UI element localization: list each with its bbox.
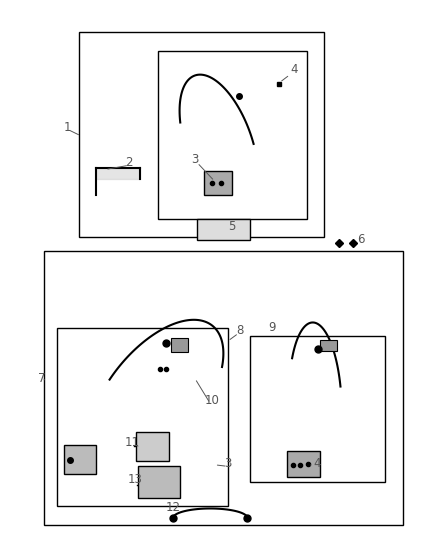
Bar — [197, 219, 250, 240]
Text: 3: 3 — [191, 154, 198, 166]
Text: 12: 12 — [166, 501, 180, 514]
Text: 4: 4 — [314, 457, 321, 470]
Bar — [320, 340, 337, 351]
Bar — [136, 432, 169, 461]
Text: 3: 3 — [224, 457, 231, 470]
Text: 2: 2 — [125, 156, 133, 169]
Bar — [287, 451, 320, 477]
Bar — [57, 328, 228, 506]
Text: 6: 6 — [357, 233, 365, 246]
Text: 11: 11 — [125, 436, 140, 449]
Bar — [64, 445, 96, 474]
Bar — [171, 338, 188, 352]
Text: 9: 9 — [268, 321, 276, 334]
Bar — [204, 171, 232, 195]
Bar — [250, 336, 385, 482]
Text: 10: 10 — [205, 394, 220, 407]
Bar — [138, 466, 180, 498]
Bar — [44, 251, 403, 525]
Text: 4: 4 — [290, 63, 298, 76]
Bar — [79, 32, 324, 237]
Text: 5: 5 — [229, 220, 236, 233]
Text: 13: 13 — [127, 473, 142, 486]
Bar — [158, 51, 307, 219]
Text: 7: 7 — [38, 372, 46, 385]
Polygon shape — [96, 168, 140, 179]
Text: 1: 1 — [64, 122, 72, 134]
Text: 8: 8 — [237, 324, 244, 337]
